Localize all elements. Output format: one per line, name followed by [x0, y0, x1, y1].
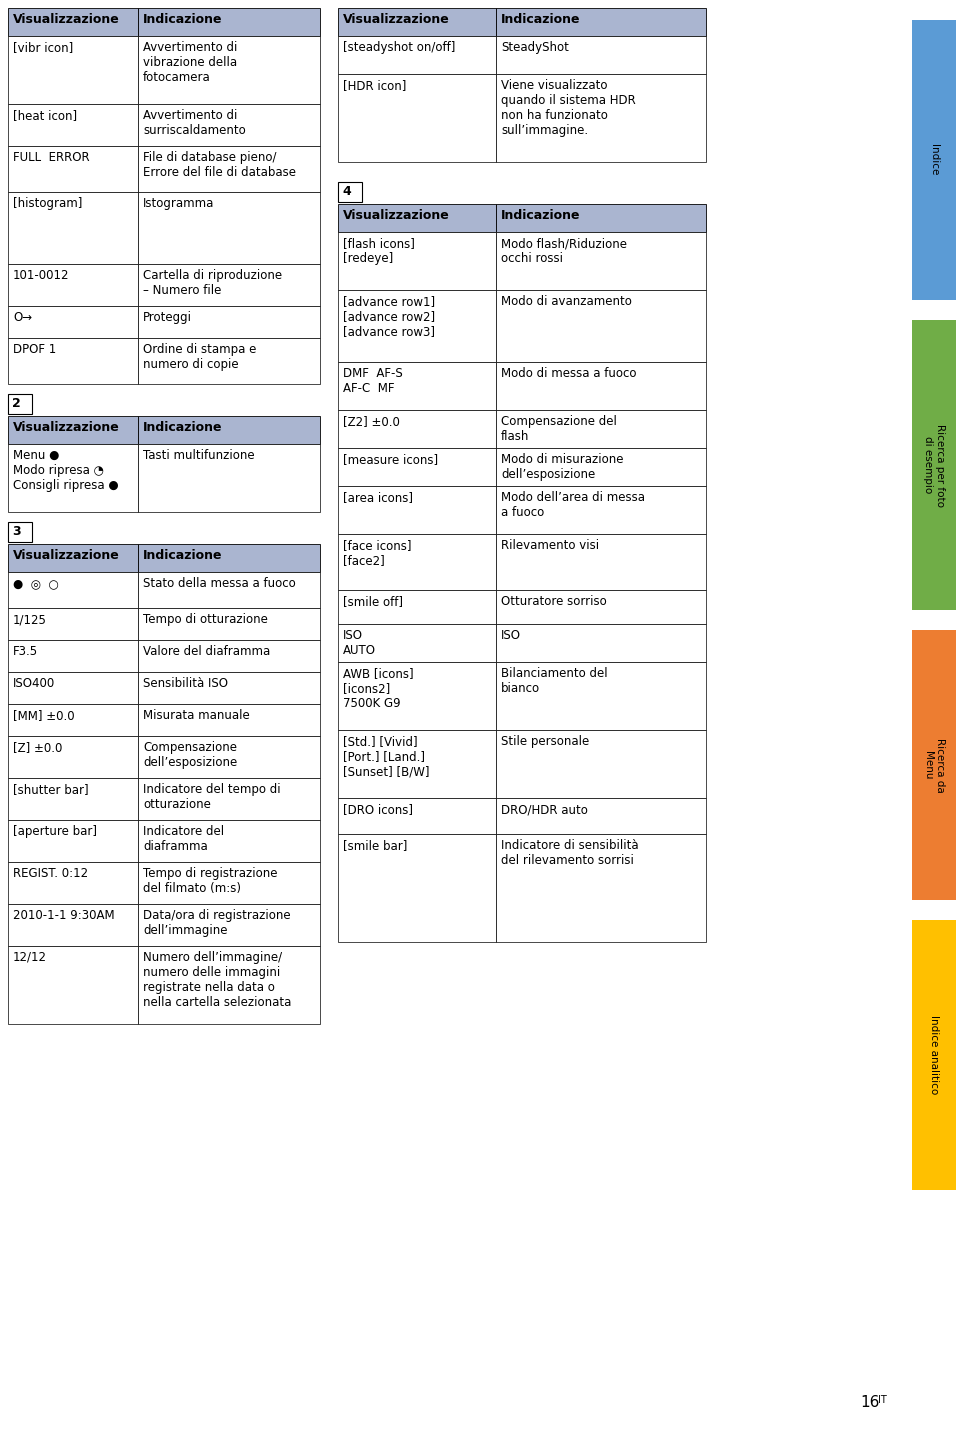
Text: Modo di misurazione
dell’esposizione: Modo di misurazione dell’esposizione — [501, 453, 623, 482]
Text: 3: 3 — [12, 524, 20, 537]
Bar — [338, 534, 496, 590]
Text: ISO
AUTO: ISO AUTO — [343, 629, 376, 657]
Bar — [496, 204, 706, 231]
Bar — [338, 36, 496, 74]
Bar — [496, 362, 706, 410]
Bar — [8, 572, 138, 607]
Bar — [912, 20, 956, 300]
Text: Indicazione: Indicazione — [143, 13, 223, 26]
Bar — [8, 394, 32, 414]
Bar — [338, 730, 496, 797]
Bar — [8, 905, 138, 946]
Text: Proteggi: Proteggi — [143, 312, 192, 324]
Text: Tasti multifunzione: Tasti multifunzione — [143, 449, 254, 462]
Bar — [8, 862, 138, 905]
Bar — [138, 146, 320, 191]
Bar — [496, 730, 706, 797]
Text: DPOF 1: DPOF 1 — [13, 343, 57, 356]
Text: File di database pieno/
Errore del file di database: File di database pieno/ Errore del file … — [143, 151, 296, 179]
Text: REGIST. 0:12: REGIST. 0:12 — [13, 867, 88, 880]
Text: [flash icons]
[redeye]: [flash icons] [redeye] — [343, 237, 415, 264]
Text: [aperture bar]: [aperture bar] — [13, 825, 97, 837]
Bar — [138, 640, 320, 672]
Bar — [912, 920, 956, 1190]
Bar — [138, 820, 320, 862]
Bar — [496, 662, 706, 730]
Bar — [338, 662, 496, 730]
Text: Visualizzazione: Visualizzazione — [13, 422, 120, 434]
Text: Tempo di otturazione: Tempo di otturazione — [143, 613, 268, 626]
Text: 101-0012: 101-0012 — [13, 269, 69, 282]
Text: Otturatore sorriso: Otturatore sorriso — [501, 594, 607, 607]
Bar — [338, 590, 496, 624]
Text: Modo flash/Riduzione
occhi rossi: Modo flash/Riduzione occhi rossi — [501, 237, 627, 264]
Text: [heat icon]: [heat icon] — [13, 109, 77, 121]
Bar — [496, 590, 706, 624]
Bar — [138, 544, 320, 572]
Text: 2010-1-1 9:30AM: 2010-1-1 9:30AM — [13, 909, 114, 922]
Text: Menu ●
Modo ripresa ◔
Consigli ripresa ●: Menu ● Modo ripresa ◔ Consigli ripresa ● — [13, 449, 119, 492]
Bar — [8, 704, 138, 736]
Bar — [8, 306, 138, 339]
Text: Modo di messa a fuoco: Modo di messa a fuoco — [501, 367, 636, 380]
Bar — [8, 607, 138, 640]
Text: Tempo di registrazione
del filmato (m:s): Tempo di registrazione del filmato (m:s) — [143, 867, 277, 895]
Text: [face icons]
[face2]: [face icons] [face2] — [343, 539, 412, 567]
Bar — [496, 410, 706, 449]
Bar — [138, 905, 320, 946]
Bar — [138, 9, 320, 36]
Text: ●  ◎  ○: ● ◎ ○ — [13, 577, 59, 590]
Text: F3.5: F3.5 — [13, 644, 38, 657]
Text: Indicazione: Indicazione — [143, 549, 223, 562]
Bar — [138, 946, 320, 1025]
Text: Rilevamento visi: Rilevamento visi — [501, 539, 599, 552]
Bar — [8, 36, 138, 104]
Bar — [138, 572, 320, 607]
Text: 12/12: 12/12 — [13, 952, 47, 965]
Text: O→: O→ — [13, 312, 32, 324]
Bar — [496, 486, 706, 534]
Bar — [338, 449, 496, 486]
Bar — [138, 607, 320, 640]
Text: Cartella di riproduzione
– Numero file: Cartella di riproduzione – Numero file — [143, 269, 282, 297]
Bar — [496, 231, 706, 290]
Bar — [338, 362, 496, 410]
Text: [shutter bar]: [shutter bar] — [13, 783, 88, 796]
Text: Visualizzazione: Visualizzazione — [13, 549, 120, 562]
Text: [smile off]: [smile off] — [343, 594, 403, 607]
Text: Indice analitico: Indice analitico — [929, 1016, 939, 1095]
Text: [advance row1]
[advance row2]
[advance row3]: [advance row1] [advance row2] [advance r… — [343, 294, 435, 339]
Text: Numero dell’immagine/
numero delle immagini
registrate nella data o
nella cartel: Numero dell’immagine/ numero delle immag… — [143, 952, 292, 1009]
Text: 1/125: 1/125 — [13, 613, 47, 626]
Text: Ordine di stampa e
numero di copie: Ordine di stampa e numero di copie — [143, 343, 256, 372]
Bar — [338, 835, 496, 942]
Bar — [138, 672, 320, 704]
Text: Ricerca per foto
di esempio: Ricerca per foto di esempio — [924, 423, 945, 506]
Text: Bilanciamento del
bianco: Bilanciamento del bianco — [501, 667, 608, 694]
Bar — [338, 410, 496, 449]
Text: Indicatore di sensibilità
del rilevamento sorrisi: Indicatore di sensibilità del rilevament… — [501, 839, 638, 867]
Bar — [138, 306, 320, 339]
Text: 16: 16 — [860, 1395, 879, 1410]
Bar — [912, 320, 956, 610]
Bar — [8, 444, 138, 512]
Bar — [496, 9, 706, 36]
Text: DMF  AF-S
AF-C  MF: DMF AF-S AF-C MF — [343, 367, 403, 394]
Bar — [138, 36, 320, 104]
Bar — [496, 624, 706, 662]
Text: Sensibilità ISO: Sensibilità ISO — [143, 677, 228, 690]
Bar — [138, 104, 320, 146]
Bar — [8, 9, 138, 36]
Text: SteadyShot: SteadyShot — [501, 41, 569, 54]
Text: 4: 4 — [342, 184, 350, 199]
Bar — [338, 486, 496, 534]
Bar — [138, 704, 320, 736]
Text: Modo di avanzamento: Modo di avanzamento — [501, 294, 632, 309]
Bar — [338, 181, 362, 201]
Text: Modo dell’area di messa
a fuoco: Modo dell’area di messa a fuoco — [501, 492, 645, 519]
Bar — [138, 444, 320, 512]
Text: AWB [icons]
[icons2]
7500K G9: AWB [icons] [icons2] 7500K G9 — [343, 667, 414, 710]
Bar — [8, 191, 138, 264]
Bar — [138, 416, 320, 444]
Text: Avvertimento di
vibrazione della
fotocamera: Avvertimento di vibrazione della fotocam… — [143, 41, 237, 84]
